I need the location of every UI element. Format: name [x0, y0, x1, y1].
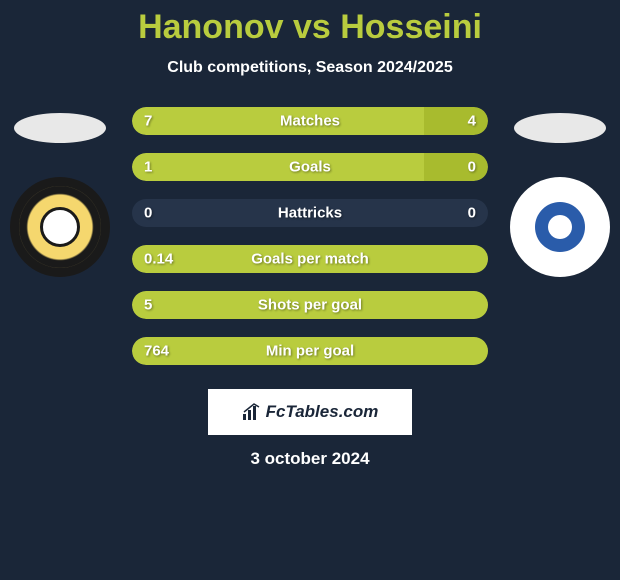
page-title: Hanonov vs Hosseini	[0, 8, 620, 47]
stat-label: Hattricks	[278, 205, 342, 222]
stat-value-left: 5	[144, 297, 152, 314]
stat-label: Goals per match	[251, 251, 369, 268]
club1-logo-core	[40, 207, 80, 247]
club2-logo-core	[548, 215, 572, 239]
player1-avatar-placeholder	[14, 113, 106, 143]
player2-avatar-placeholder	[514, 113, 606, 143]
comparison-card: Hanonov vs Hosseini Club competitions, S…	[0, 0, 620, 580]
left-side	[8, 107, 112, 277]
club2-logo-mid	[535, 202, 585, 252]
stat-label: Goals	[289, 159, 331, 176]
content-row: 7 4 Matches 1 0 Goals 0 0 Hattricks 0.14 Goals per…	[0, 107, 620, 383]
stat-row: 5 Shots per goal	[132, 291, 488, 319]
club2-logo	[510, 177, 610, 277]
right-side	[508, 107, 612, 277]
stat-value-left: 1	[144, 159, 152, 176]
stat-value-right: 0	[468, 159, 476, 176]
stat-value-left: 0	[144, 205, 152, 222]
date-text: 3 october 2024	[0, 449, 620, 469]
stat-bar-left	[132, 107, 424, 135]
club1-logo-ring	[19, 186, 101, 268]
stat-row: 0 0 Hattricks	[132, 199, 488, 227]
subtitle: Club competitions, Season 2024/2025	[0, 59, 620, 77]
stat-row: 7 4 Matches	[132, 107, 488, 135]
club2-logo-ring	[522, 189, 598, 265]
brand-chart-icon	[242, 403, 262, 421]
stat-value-left: 0.14	[144, 251, 173, 268]
stat-label: Shots per goal	[258, 297, 362, 314]
stat-row: 1 0 Goals	[132, 153, 488, 181]
stat-row: 0.14 Goals per match	[132, 245, 488, 273]
stat-row: 764 Min per goal	[132, 337, 488, 365]
stat-value-left: 764	[144, 343, 169, 360]
stats-column: 7 4 Matches 1 0 Goals 0 0 Hattricks 0.14 Goals per…	[112, 107, 508, 383]
stat-bar-right	[424, 107, 488, 135]
stat-bar-right	[424, 153, 488, 181]
stat-value-right: 0	[468, 205, 476, 222]
brand-badge[interactable]: FcTables.com	[208, 389, 412, 435]
stat-label: Matches	[280, 113, 340, 130]
stat-label: Min per goal	[266, 343, 354, 360]
stat-value-right: 4	[468, 113, 476, 130]
stat-value-left: 7	[144, 113, 152, 130]
club1-logo	[10, 177, 110, 277]
brand-text: FcTables.com	[266, 402, 379, 422]
stat-bar-left	[132, 153, 424, 181]
